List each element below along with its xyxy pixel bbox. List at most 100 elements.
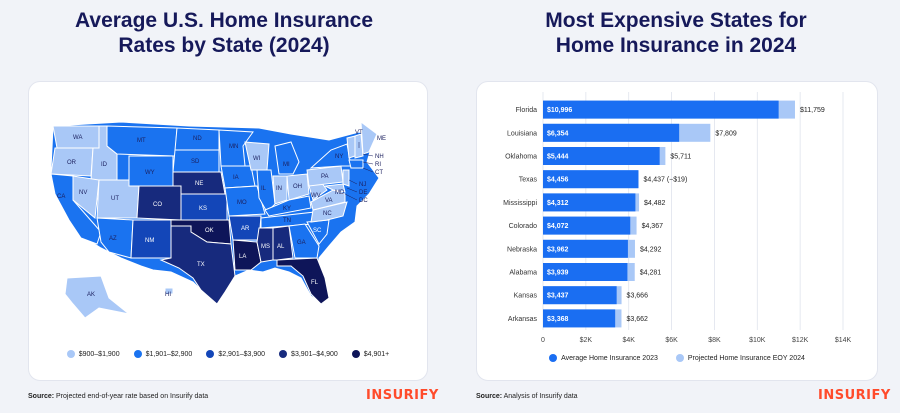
label-ky: KY <box>283 206 291 212</box>
state-in[interactable] <box>272 175 288 205</box>
bar-value-label-2023: $3,962 <box>547 246 569 253</box>
bar-average-2023 <box>543 286 617 305</box>
bar-chart: 0 $2K $4K $6K $8K $10K $12K $14K Florida $10,996 $… <box>503 92 852 344</box>
state-ky[interactable] <box>264 195 312 217</box>
bar-value-label-2024: $4,482 <box>644 200 666 207</box>
us-map: WA OR ID MT ND MN WI MI VT ME NH RI CT N… <box>50 120 386 319</box>
state-mo[interactable] <box>224 185 266 217</box>
legend-item-3: $2,901–$3,900 <box>206 350 265 358</box>
state-oh[interactable] <box>286 173 310 201</box>
state-nv[interactable] <box>72 175 100 219</box>
chart-source: Source: Analysis of Insurify data <box>476 393 578 400</box>
label-ak: AK <box>87 292 95 298</box>
label-hi: HI <box>165 292 171 298</box>
state-nj[interactable] <box>342 169 350 187</box>
legend-series-2023: Average Home Insurance 2023 <box>549 354 658 362</box>
label-mn: MN <box>229 144 238 150</box>
legend-swatch <box>206 350 215 358</box>
state-mn[interactable] <box>218 129 254 167</box>
bar-value-label-2024: $4,292 <box>640 246 662 253</box>
state-md[interactable] <box>323 183 346 193</box>
state-ga[interactable] <box>288 223 320 259</box>
bar-average-2023 <box>543 123 680 142</box>
label-ne: NE <box>195 181 203 187</box>
map-legend: $900–$1,900 $1,901–$2,900 $2,901–$3,900 … <box>29 350 427 358</box>
label-ny: NY <box>335 154 343 160</box>
bar-average-2023 <box>543 309 616 328</box>
label-ut: UT <box>111 196 119 202</box>
legend-item-5: $4,901+ <box>351 350 389 358</box>
legend-swatch <box>279 350 288 358</box>
label-vt: VT <box>355 130 363 136</box>
bar-value-label-2024: $4,437 (−$19) <box>643 177 687 184</box>
label-in: IN <box>276 186 282 192</box>
x-tick-label: $14K <box>835 337 852 344</box>
category-label: Kansas <box>514 293 538 300</box>
category-label: Colorado <box>509 223 538 230</box>
state-la[interactable] <box>232 239 262 271</box>
bar-value-label-2023: $3,939 <box>547 270 569 277</box>
bar-average-2023 <box>543 147 660 165</box>
label-co: CO <box>153 202 162 208</box>
category-label: Arkansas <box>508 316 538 323</box>
map-title: Average U.S. Home Insurance Rates by Sta… <box>75 9 373 57</box>
label-mo: MO <box>237 200 247 206</box>
state-az[interactable] <box>96 217 134 259</box>
label-nc: NC <box>323 211 332 217</box>
state-hi[interactable] <box>164 287 174 295</box>
bar-value-label-2023: $5,444 <box>547 154 569 161</box>
state-fl[interactable] <box>276 257 330 305</box>
chart-legend: Average Home Insurance 2023 Projected Ho… <box>477 354 877 362</box>
state-ak[interactable] <box>64 275 130 319</box>
legend-item-4: $3,901–$4,900 <box>279 350 338 358</box>
legend-swatch <box>351 350 360 358</box>
category-label: Louisiana <box>507 130 537 137</box>
label-ar: AR <box>241 226 250 232</box>
legend-swatch <box>133 350 142 358</box>
bar-average-2023 <box>543 216 631 235</box>
label-wy: WY <box>145 170 155 176</box>
x-tick-label: $6K <box>665 337 678 344</box>
bar-value-label-2023: $3,437 <box>547 293 569 300</box>
state-ct[interactable] <box>348 159 364 169</box>
category-label: Florida <box>516 107 538 114</box>
label-dc: DC <box>359 198 368 204</box>
category-label: Oklahoma <box>505 154 537 161</box>
state-mt[interactable] <box>106 125 178 157</box>
label-tx: TX <box>197 262 205 268</box>
x-tick-label: 0 <box>541 337 545 344</box>
label-ca: CA <box>57 194 65 200</box>
category-label: Texas <box>519 177 538 184</box>
label-wi: WI <box>253 156 261 162</box>
label-id: ID <box>101 162 108 168</box>
label-nv: NV <box>79 190 87 196</box>
x-tick-label: $2K <box>580 337 593 344</box>
state-va[interactable] <box>310 189 346 211</box>
bar-value-label-2024: $3,662 <box>626 316 648 323</box>
state-al[interactable] <box>272 225 294 261</box>
label-oh: OH <box>293 184 302 190</box>
bar-value-label-2024: $5,711 <box>670 154 691 161</box>
state-me[interactable] <box>360 120 378 155</box>
bar-average-2023 <box>543 239 628 258</box>
chart-title: Most Expensive States for Home Insurance… <box>545 9 807 57</box>
label-sc: SC <box>313 228 322 234</box>
label-ok: OK <box>205 228 214 234</box>
label-ms: MS <box>261 244 270 250</box>
label-ct: CT <box>375 170 383 176</box>
state-ms[interactable] <box>256 227 274 263</box>
state-mi[interactable] <box>274 141 300 175</box>
bar-value-label-2023: $10,996 <box>547 107 572 114</box>
label-wa: WA <box>73 135 82 141</box>
bar-average-2023 <box>543 263 628 281</box>
bar-average-2023 <box>543 193 636 212</box>
state-tx[interactable] <box>159 225 236 305</box>
label-nj: NJ <box>359 182 366 188</box>
bar-average-2023 <box>543 170 639 189</box>
state-vt[interactable] <box>346 135 356 159</box>
label-az: AZ <box>109 236 117 242</box>
legend-series-2024: Projected Home Insurance EOY 2024 <box>675 354 805 362</box>
bar-value-label-2023: $4,456 <box>547 177 569 184</box>
label-pa: PA <box>321 174 329 180</box>
bar-value-label-2024: $4,367 <box>642 223 664 230</box>
